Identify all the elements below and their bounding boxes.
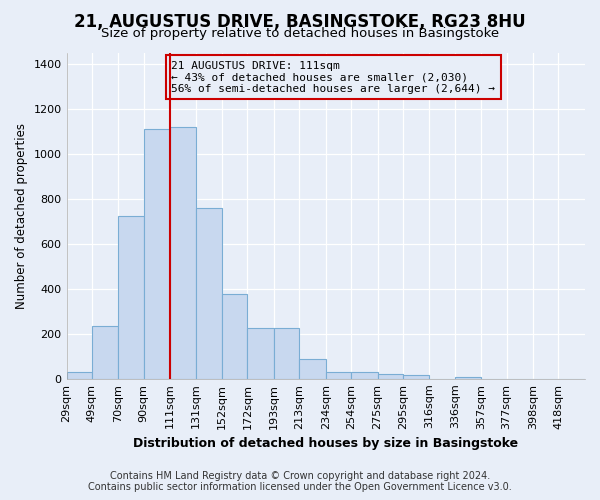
Bar — [377, 374, 403, 379]
Bar — [274, 328, 299, 379]
Text: 21 AUGUSTUS DRIVE: 111sqm
← 43% of detached houses are smaller (2,030)
56% of se: 21 AUGUSTUS DRIVE: 111sqm ← 43% of detac… — [172, 60, 496, 94]
Bar — [92, 326, 118, 379]
Text: 21, AUGUSTUS DRIVE, BASINGSTOKE, RG23 8HU: 21, AUGUSTUS DRIVE, BASINGSTOKE, RG23 8H… — [74, 12, 526, 30]
X-axis label: Distribution of detached houses by size in Basingstoke: Distribution of detached houses by size … — [133, 437, 518, 450]
Bar — [143, 129, 170, 379]
Bar — [67, 372, 92, 379]
Bar — [196, 208, 222, 379]
Bar — [299, 358, 326, 379]
Bar — [351, 372, 377, 379]
Bar — [222, 294, 247, 379]
Bar — [403, 376, 430, 379]
Bar — [170, 127, 196, 379]
Text: Contains HM Land Registry data © Crown copyright and database right 2024.
Contai: Contains HM Land Registry data © Crown c… — [88, 471, 512, 492]
Bar — [326, 372, 351, 379]
Bar — [455, 376, 481, 379]
Text: Size of property relative to detached houses in Basingstoke: Size of property relative to detached ho… — [101, 28, 499, 40]
Y-axis label: Number of detached properties: Number of detached properties — [15, 122, 28, 308]
Bar — [247, 328, 274, 379]
Bar — [118, 216, 143, 379]
